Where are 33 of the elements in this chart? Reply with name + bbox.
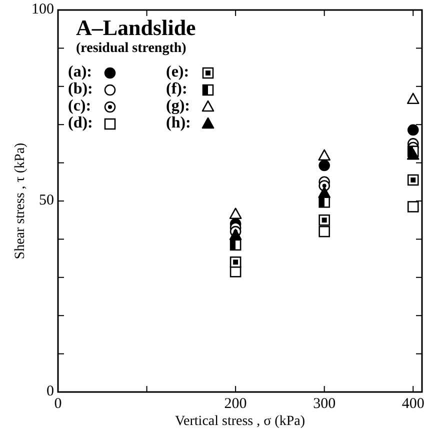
legend-label: (h): [166,114,191,132]
point [406,92,420,104]
x-tick-label: 200 [224,396,247,412]
x-tick-label: 300 [313,396,336,412]
point [318,214,330,226]
legend-label: (e): [166,64,190,81]
point [318,160,330,172]
point [229,208,242,220]
y-tick-label: 50 [39,192,54,208]
legend-label: (f): [166,80,188,98]
point [407,124,419,136]
y-axis-title: Shear stress , τ (kPa) [13,142,28,260]
y-tick-label: 100 [32,1,54,18]
legend-label: (d): [68,114,93,132]
x-tick-label: 400 [402,396,424,412]
point [229,228,242,240]
legend-label: (c): [68,98,92,115]
chart-title: A–Landslide [76,15,196,40]
x-axis-title: Vertical stress , σ (kPa) [174,414,306,429]
y-tick-label: 0 [46,383,54,400]
point [407,174,419,186]
point [406,148,420,160]
point [318,186,330,198]
point [318,196,330,208]
point [230,239,242,251]
legend-label: (g): [166,98,190,115]
legend-label: (b): [68,80,93,98]
text: (residual strength) [76,41,187,56]
point [318,149,330,161]
point [230,256,242,268]
legend-label: (a): [68,64,92,81]
point [407,201,419,212]
point [318,226,330,238]
